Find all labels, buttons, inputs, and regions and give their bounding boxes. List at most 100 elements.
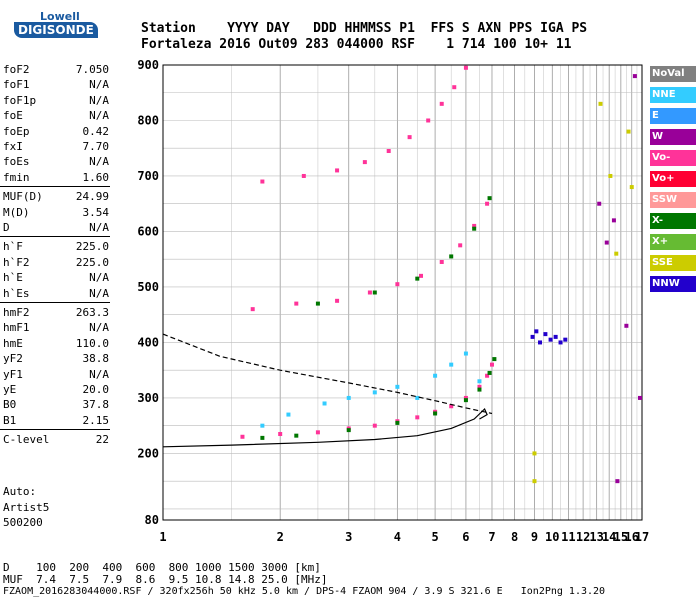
param-row-16: hmF1 N/A bbox=[3, 320, 109, 335]
legend-item-8: X+ bbox=[650, 234, 696, 250]
param-value: N/A bbox=[89, 367, 109, 381]
y-tick-label: 900 bbox=[137, 58, 159, 72]
param-separator bbox=[0, 236, 110, 238]
data-point bbox=[637, 395, 642, 400]
param-row-23: C-level 22 bbox=[3, 432, 109, 447]
param-row-9: M(D) 3.54 bbox=[3, 205, 109, 220]
param-row-20: yE 20.0 bbox=[3, 382, 109, 397]
footer-info: FZAOM_2016283044000.RSF / 320fx256h 50 k… bbox=[3, 586, 606, 597]
param-label: foEp bbox=[3, 124, 30, 138]
x-tick-label: 5 bbox=[431, 530, 438, 544]
data-point bbox=[538, 340, 543, 345]
param-row-5: fxI 7.70 bbox=[3, 139, 109, 154]
param-label: h`Es bbox=[3, 286, 30, 300]
y-tick-label: 200 bbox=[137, 446, 159, 460]
data-point bbox=[487, 370, 492, 375]
data-point bbox=[477, 384, 482, 389]
param-row-10: D N/A bbox=[3, 220, 109, 235]
profile-curve-dashed bbox=[162, 333, 493, 415]
legend-item-7: X- bbox=[650, 213, 696, 229]
data-point bbox=[335, 298, 340, 303]
y-tick-label: 300 bbox=[137, 391, 159, 405]
data-point bbox=[386, 149, 391, 154]
data-point bbox=[452, 85, 457, 90]
param-label: hmF2 bbox=[3, 306, 30, 319]
param-label: hmE bbox=[3, 336, 23, 350]
x-tick-label: 8 bbox=[511, 530, 518, 544]
param-label: hmF1 bbox=[3, 321, 30, 335]
data-point bbox=[415, 415, 420, 420]
logo-digisonde: DIGISONDE bbox=[14, 22, 98, 38]
param-row-2: foF1p N/A bbox=[3, 93, 109, 108]
header-labels: Station YYYY DAY DDD HHMMSS P1 FFS S AXN… bbox=[141, 21, 588, 36]
param-label: h`F bbox=[3, 240, 23, 254]
data-point bbox=[472, 223, 477, 228]
param-label: fmin bbox=[3, 170, 30, 184]
param-row-4: foEp 0.42 bbox=[3, 124, 109, 139]
param-row-18: yF2 38.8 bbox=[3, 351, 109, 366]
param-separator bbox=[0, 186, 110, 188]
param-value: 37.8 bbox=[82, 398, 110, 412]
logo-lowell-text: Lowell bbox=[40, 10, 80, 23]
data-point bbox=[632, 74, 637, 79]
data-point bbox=[294, 301, 299, 306]
y-tick-label: 500 bbox=[137, 280, 159, 294]
param-label: h`F2 bbox=[3, 255, 30, 269]
param-value: N/A bbox=[89, 271, 109, 285]
data-point bbox=[407, 135, 412, 140]
data-point bbox=[485, 201, 490, 206]
artist-code: 500200 bbox=[3, 516, 43, 529]
legend-item-1: NNE bbox=[650, 87, 696, 103]
param-row-1: foF1 N/A bbox=[3, 77, 109, 92]
param-value: 263.3 bbox=[75, 306, 109, 319]
param-label: yF2 bbox=[3, 352, 23, 366]
param-row-15: hmF2 263.3 bbox=[3, 305, 109, 320]
data-point bbox=[489, 362, 494, 367]
data-point bbox=[372, 390, 377, 395]
d-row: D 100 200 400 600 800 1000 1500 3000 [km… bbox=[3, 561, 321, 574]
param-value: 7.70 bbox=[82, 140, 110, 153]
data-point bbox=[487, 196, 492, 201]
data-point bbox=[604, 240, 609, 245]
legend-item-4: Vo- bbox=[650, 150, 696, 166]
param-row-7: fmin 1.60 bbox=[3, 170, 109, 185]
data-point bbox=[615, 479, 620, 484]
data-point bbox=[395, 420, 400, 425]
x-tick-label: 16 bbox=[625, 530, 639, 544]
param-value: 225.0 bbox=[75, 240, 109, 254]
data-point bbox=[463, 398, 468, 403]
param-row-3: foE N/A bbox=[3, 108, 109, 123]
profile-curve-solid bbox=[162, 407, 488, 448]
data-point bbox=[458, 243, 463, 248]
data-point bbox=[433, 373, 438, 378]
param-value: 22 bbox=[95, 433, 109, 447]
data-point bbox=[598, 101, 603, 106]
y-tick-label: 400 bbox=[137, 335, 159, 349]
data-point bbox=[624, 323, 629, 328]
data-point bbox=[240, 434, 245, 439]
param-value: 38.8 bbox=[82, 352, 110, 366]
data-point bbox=[439, 259, 444, 264]
data-point bbox=[492, 357, 497, 362]
data-point bbox=[563, 337, 568, 342]
param-row-8: MUF(D) 24.99 bbox=[3, 189, 109, 204]
param-value: 1.60 bbox=[82, 170, 110, 184]
data-point bbox=[558, 340, 563, 345]
data-point bbox=[433, 411, 438, 416]
legend-item-2: E bbox=[650, 108, 696, 124]
data-point bbox=[301, 173, 306, 178]
data-point bbox=[463, 65, 468, 70]
x-tick-label: 1 bbox=[159, 530, 166, 544]
param-value: N/A bbox=[89, 93, 109, 107]
param-label: D bbox=[3, 221, 10, 234]
data-point bbox=[485, 373, 490, 378]
param-row-0: foF2 7.050 bbox=[3, 62, 109, 77]
data-point bbox=[477, 379, 482, 384]
param-row-19: yF1 N/A bbox=[3, 367, 109, 382]
data-point bbox=[477, 387, 482, 392]
data-point bbox=[534, 329, 539, 334]
param-label: h`E bbox=[3, 271, 23, 285]
data-point bbox=[629, 185, 634, 190]
param-row-21: B0 37.8 bbox=[3, 397, 109, 412]
data-point bbox=[315, 430, 320, 435]
